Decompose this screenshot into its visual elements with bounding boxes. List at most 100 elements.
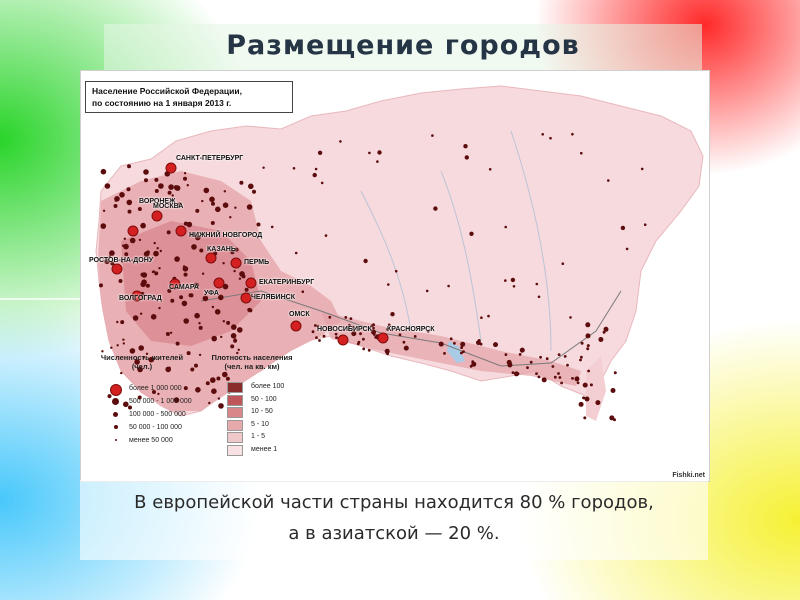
town-dot <box>529 360 533 364</box>
town-dot <box>100 168 107 175</box>
town-dot <box>537 295 541 299</box>
town-dot <box>558 376 562 379</box>
town-dot <box>186 184 189 187</box>
town-dot <box>143 169 149 175</box>
town-dot <box>173 397 180 403</box>
map-credit: Fishki.net <box>672 472 705 479</box>
town-dot <box>549 136 552 140</box>
city-label: УФА <box>204 290 219 297</box>
city-label: САНКТ-ПЕТЕРБУРГ <box>176 155 244 162</box>
town-dot <box>561 262 565 265</box>
town-dot <box>217 397 221 400</box>
slide-title: Размещение городов <box>226 30 580 61</box>
town-dot <box>511 371 515 374</box>
town-dot <box>195 208 200 213</box>
million-cities <box>111 162 389 346</box>
town-dot <box>223 190 226 193</box>
town-dot <box>129 348 136 354</box>
town-dot <box>175 341 180 346</box>
town-dot <box>121 244 125 247</box>
density-swatch <box>227 432 243 443</box>
town-dot <box>512 285 516 288</box>
town-dot <box>311 330 315 334</box>
town-dot <box>168 184 174 190</box>
town-dot <box>256 222 261 227</box>
density-swatch <box>227 394 243 406</box>
town-dot <box>195 234 201 241</box>
town-dot <box>152 270 155 273</box>
town-dot <box>153 250 159 257</box>
town-dot <box>438 341 444 347</box>
town-dot <box>194 312 200 319</box>
town-dot <box>101 350 104 353</box>
town-dot <box>114 196 120 202</box>
town-dot <box>120 320 125 325</box>
town-dot <box>116 344 119 347</box>
town-dot <box>208 401 211 405</box>
town-dot <box>320 181 324 185</box>
town-dot <box>431 134 434 137</box>
town-dot <box>351 331 357 337</box>
population-map: Население Российской Федерации, по состо… <box>80 70 710 482</box>
town-dot <box>553 375 557 379</box>
town-dot <box>327 325 333 331</box>
town-dot <box>183 386 188 391</box>
town-dot <box>587 369 590 373</box>
town-dot <box>398 333 402 337</box>
town-dot <box>157 392 160 396</box>
town-dot <box>317 150 323 155</box>
town-dot <box>201 199 204 203</box>
town-dot <box>189 293 194 298</box>
legend-dot-large <box>110 384 122 396</box>
city-label: ВОЛГОГРАД <box>119 295 162 302</box>
city-label: ЧЕЛЯБИНСК <box>251 294 295 301</box>
city-label: НИЖНИЙ НОВГОРОД <box>189 232 263 239</box>
town-dot <box>516 372 520 376</box>
town-dot <box>110 346 113 349</box>
town-dot <box>504 225 508 229</box>
town-dot <box>201 272 205 275</box>
town-dot <box>413 335 417 338</box>
map-header-line2: по состоянию на 1 января 2013 г. <box>92 98 232 108</box>
town-dot <box>610 388 616 393</box>
density-legend-title-line2: (чел. на кв. км) <box>224 362 280 371</box>
town-dot <box>168 366 171 369</box>
density-legend-item: 50 - 100 <box>251 395 277 403</box>
town-dot <box>526 366 529 369</box>
town-dot <box>367 348 371 352</box>
town-dot <box>225 376 230 381</box>
town-dot <box>120 371 123 375</box>
town-dot <box>344 316 348 319</box>
city-label: МОСКВА <box>153 203 184 210</box>
town-dot <box>607 179 610 182</box>
town-dot <box>128 405 132 410</box>
town-dot <box>171 194 174 197</box>
town-dot <box>462 350 465 353</box>
city-marker <box>169 278 181 290</box>
town-dot <box>202 295 209 302</box>
town-dot <box>179 295 184 300</box>
city-label: САМАРА <box>169 284 199 291</box>
city-marker <box>131 290 143 302</box>
town-dot <box>535 372 538 375</box>
city-marker <box>111 263 123 275</box>
city-label: ПЕРМЬ <box>244 259 270 266</box>
town-dot <box>585 322 591 328</box>
town-dot <box>234 206 237 209</box>
town-dot <box>384 348 390 354</box>
town-dot <box>218 294 224 301</box>
density-legend-item: менее 1 <box>251 445 278 453</box>
town-dot <box>426 329 430 333</box>
town-dot <box>229 216 232 219</box>
town-dot <box>598 337 604 342</box>
town-dot <box>183 176 187 181</box>
town-dot <box>583 416 587 420</box>
population-legend-item: более 1 000 000 <box>129 385 182 392</box>
town-dot <box>137 366 143 373</box>
town-dot <box>132 315 139 321</box>
town-dot <box>506 359 512 365</box>
density-legend-item: более 100 <box>251 383 285 390</box>
town-dot <box>230 250 235 255</box>
town-dot <box>150 314 157 320</box>
town-dot <box>579 358 582 362</box>
